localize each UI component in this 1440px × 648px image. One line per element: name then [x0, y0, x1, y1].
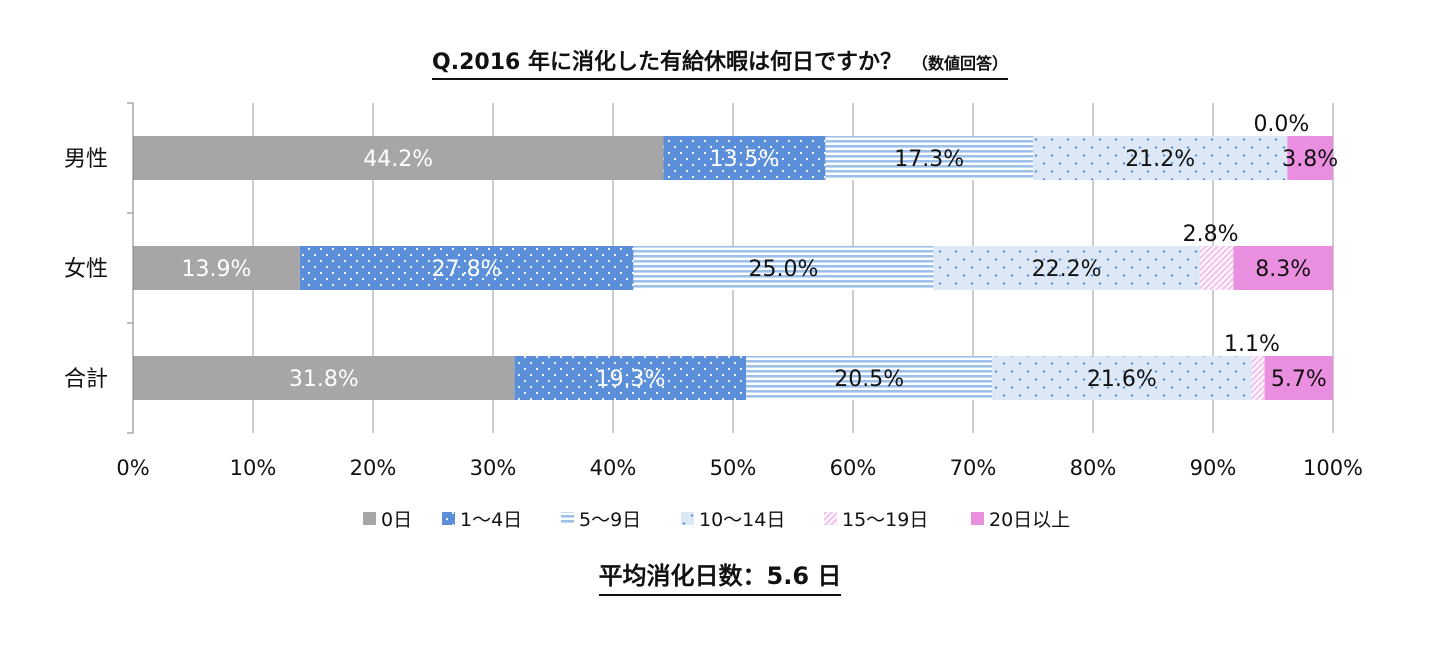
data-label: 8.3% — [1255, 257, 1311, 282]
legend-label: 15～19日 — [842, 509, 928, 531]
bar-segment — [992, 356, 1252, 400]
bar-segment — [514, 356, 747, 400]
category-label: 女性 — [64, 257, 108, 282]
bar-segment — [825, 136, 1033, 180]
bar-segment — [133, 246, 300, 290]
bar-segment — [133, 356, 515, 400]
legend-label: 20日以上 — [989, 509, 1070, 531]
chart-title: Q.2016 年に消化した有給休暇は何日ですか？ （数値回答） — [432, 44, 1008, 80]
legend-swatch — [363, 512, 376, 525]
x-tick-label: 0% — [116, 456, 149, 480]
legend-label: 0日 — [381, 509, 412, 531]
data-label: 21.2% — [1125, 147, 1195, 172]
legend-swatch — [681, 512, 694, 525]
x-tick-label: 10% — [230, 456, 277, 480]
legend-swatch — [561, 512, 574, 525]
x-tick-label: 80% — [1070, 456, 1117, 480]
x-tick-label: 90% — [1190, 456, 1237, 480]
bar-segment — [933, 246, 1200, 290]
legend: 0日 1～4日 5～9日 10～14日 15～19日 20日以上 — [363, 509, 1070, 531]
bar-segment — [663, 136, 826, 180]
data-labels-layer: 44.2% 13.5% 17.3% 21.2% 0.0% 3.8% 13.9% 27.8% 25… — [181, 112, 1338, 392]
legend-swatch — [442, 512, 455, 525]
bars-layer — [133, 136, 1333, 400]
data-label: 5.7% — [1271, 367, 1327, 392]
bar-segment — [1251, 356, 1265, 400]
bar-segment — [746, 356, 993, 400]
x-tick-label: 100% — [1303, 456, 1363, 480]
data-label: 2.8% — [1183, 222, 1239, 247]
bar-segment — [1233, 246, 1333, 290]
x-tick-label: 50% — [710, 456, 757, 480]
data-label: 13.5% — [709, 147, 779, 172]
average-summary: 平均消化日数：5.6 日 — [598, 556, 842, 596]
category-label: 男性 — [64, 147, 108, 172]
category-label: 合計 — [64, 367, 108, 392]
x-tick-label: 60% — [830, 456, 877, 480]
data-label: 20.5% — [834, 367, 904, 392]
data-label: 0.0% — [1253, 112, 1309, 137]
data-label: 27.8% — [432, 257, 502, 282]
x-tick-label: 20% — [350, 456, 397, 480]
bar-segment — [1199, 246, 1234, 290]
bar-segment — [1033, 136, 1288, 180]
chart-title-wrap: Q.2016 年に消化した有給休暇は何日ですか？ （数値回答） — [0, 44, 1440, 80]
data-label: 1.1% — [1224, 332, 1280, 357]
legend-label: 1～4日 — [460, 509, 522, 531]
data-label: 19.3% — [595, 367, 665, 392]
bar-segment — [633, 246, 934, 290]
data-label: 25.0% — [748, 257, 818, 282]
legend-swatch — [971, 512, 984, 525]
chart-title-note: （数値回答） — [911, 54, 1008, 73]
bar-segment — [1287, 136, 1333, 180]
data-label: 31.8% — [289, 367, 359, 392]
legend-swatch — [824, 512, 837, 525]
x-tick-label: 40% — [590, 456, 637, 480]
legend-label: 5～9日 — [579, 509, 641, 531]
data-label: 13.9% — [181, 257, 251, 282]
bar-segment — [1264, 356, 1333, 400]
data-label: 21.6% — [1087, 367, 1157, 392]
data-label: 17.3% — [894, 147, 964, 172]
average-summary-wrap: 平均消化日数：5.6 日 — [0, 556, 1440, 596]
x-tick-label: 70% — [950, 456, 997, 480]
data-label: 22.2% — [1032, 257, 1102, 282]
chart-title-main: Q.2016 年に消化した有給休暇は何日ですか？ — [432, 50, 902, 75]
data-label: 44.2% — [363, 147, 433, 172]
x-tick-label: 30% — [470, 456, 517, 480]
bar-segment — [299, 246, 634, 290]
data-label: 3.8% — [1282, 147, 1338, 172]
bar-segment — [133, 136, 664, 180]
legend-label: 10～14日 — [699, 509, 785, 531]
